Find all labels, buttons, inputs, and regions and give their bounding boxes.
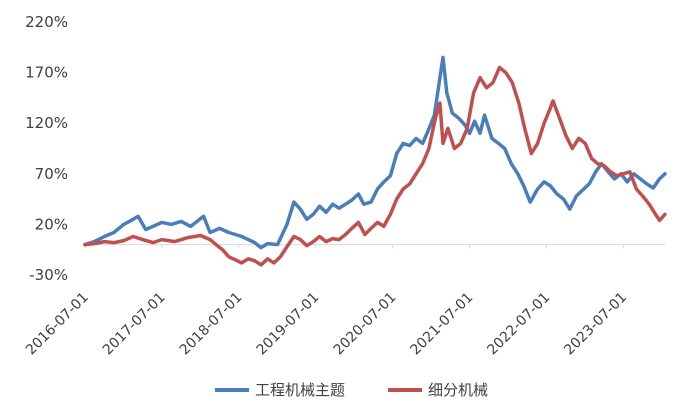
legend-label: 细分机械: [428, 381, 488, 399]
legend-label: 工程机械主题: [255, 381, 345, 399]
x-tick-label: 2023-07-01: [561, 290, 630, 359]
x-tick-label: 2017-07-01: [100, 290, 169, 359]
legend: 工程机械主题 细分机械: [215, 381, 488, 399]
x-tick-label: 2019-07-01: [254, 290, 323, 359]
y-tick-label: -30%: [29, 266, 68, 284]
x-tick-label: 2016-07-01: [23, 290, 92, 359]
x-tick-label: 2018-07-01: [177, 290, 246, 359]
y-tick-label: 120%: [25, 114, 68, 132]
series-line-construction-machinery: [83, 55, 667, 250]
y-tick-label: 20%: [35, 215, 68, 233]
series-line-subsector-machinery: [83, 65, 667, 267]
x-tick-label: 2022-07-01: [484, 290, 553, 359]
y-axis: 220% 170% 120% 70% 20% -30%: [25, 13, 68, 284]
x-axis: 2016-07-01 2017-07-01 2018-07-01 2019-07-01…: [23, 244, 665, 359]
y-tick-label: 170%: [25, 64, 68, 82]
y-tick-label: 70%: [35, 165, 68, 183]
y-tick-label: 220%: [25, 13, 68, 31]
x-tick-label: 2020-07-01: [331, 290, 400, 359]
x-tick-label: 2021-07-01: [408, 290, 477, 359]
plot-area: [83, 55, 667, 267]
